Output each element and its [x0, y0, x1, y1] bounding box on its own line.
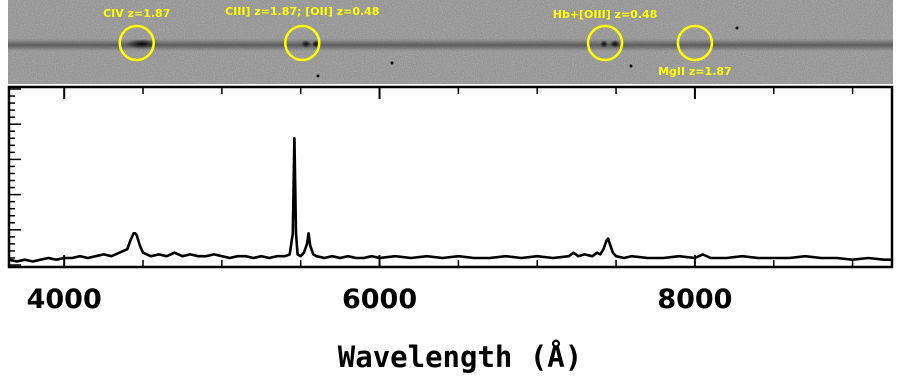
cosmic-ray-dot [316, 74, 320, 78]
spectrum-plot: 4000 6000 8000 Wavelength (Å) [7, 85, 894, 374]
line-marker-circle [118, 24, 155, 62]
x-tick-label: 6000 [342, 284, 417, 315]
line-annotations: CIV z=1.87 CIII] z=1.87; [OII] z=0.48 Hb+[… [103, 5, 732, 78]
x-tick-labels: 4000 6000 8000 [27, 284, 733, 315]
emission-blob-hb [600, 40, 608, 48]
line-marker-circle [676, 24, 714, 62]
emission-blob-oiii [610, 40, 620, 48]
plot-frame [7, 85, 894, 269]
spectrum-image-panel: CIV z=1.87 CIII] z=1.87; [OII] z=0.48 Hb+[… [8, 0, 893, 84]
cosmic-ray-dot [735, 26, 739, 30]
x-axis-label: Wavelength (Å) [338, 340, 582, 374]
cosmic-ray-dot [390, 61, 394, 65]
x-tick-label: 4000 [27, 284, 102, 315]
emission-blob-ciii [301, 40, 311, 48]
line-annotation-label: MgII z=1.87 [658, 65, 732, 78]
spectrum-trace [8, 39, 893, 51]
minor-ticks [9, 87, 854, 267]
line-annotation-label: CIII] z=1.87; [OII] z=0.48 [225, 5, 379, 18]
spectrum-line [8, 137, 892, 263]
line-marker-circle [586, 24, 624, 62]
x-tick-label: 8000 [657, 284, 732, 315]
line-annotation-label: Hb+[OIII] z=0.48 [553, 8, 658, 21]
cosmic-ray-dot [629, 64, 633, 68]
line-marker-circle [284, 24, 321, 62]
line-annotation-label: CIV z=1.87 [103, 7, 170, 20]
emission-blob-civ [126, 39, 158, 49]
